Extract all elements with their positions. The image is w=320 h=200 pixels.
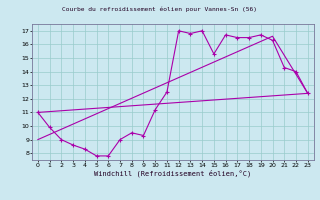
X-axis label: Windchill (Refroidissement éolien,°C): Windchill (Refroidissement éolien,°C) xyxy=(94,170,252,177)
Text: Courbe du refroidissement éolien pour Vannes-Sn (56): Courbe du refroidissement éolien pour Va… xyxy=(62,6,258,11)
